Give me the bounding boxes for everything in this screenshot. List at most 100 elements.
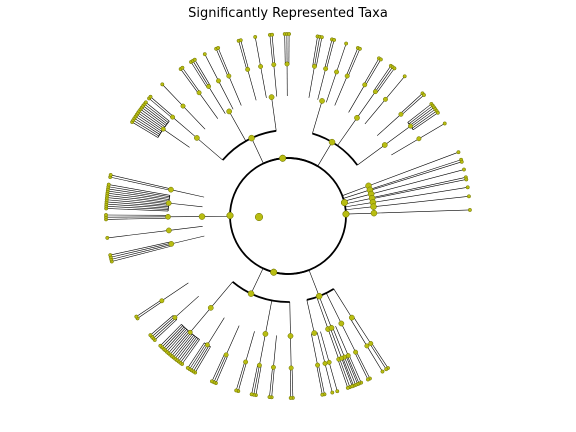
branch-line: [164, 327, 186, 351]
taxon-node: [408, 123, 413, 129]
branch-line: [161, 282, 189, 302]
taxon-node: [226, 212, 234, 219]
taxon-node: [416, 136, 422, 142]
branch-line: [228, 75, 242, 106]
branch-line: [401, 94, 425, 116]
leaf-node: [384, 367, 389, 372]
leaf-node: [350, 384, 355, 389]
branch-line: [345, 356, 358, 385]
branch-line: [136, 114, 162, 132]
branch-line: [345, 206, 374, 211]
branch-line: [339, 358, 351, 388]
branch-line: [106, 197, 169, 205]
branch-line: [350, 318, 368, 347]
branch-arc: [232, 281, 290, 303]
branch-line: [238, 362, 247, 392]
taxon-node: [279, 154, 287, 162]
leaf-node: [422, 93, 426, 97]
branch-line: [161, 325, 183, 348]
branch-line: [107, 230, 169, 239]
branch-line: [208, 86, 226, 114]
branch-line: [190, 61, 208, 88]
branch-line: [151, 316, 175, 337]
branch-line: [335, 326, 349, 356]
branch-line: [192, 60, 209, 87]
leaf-node: [464, 177, 469, 182]
branch-line: [238, 40, 248, 70]
leaf-node: [330, 390, 335, 395]
leaf-node: [380, 369, 385, 374]
branch-line: [357, 144, 385, 166]
taxon-node: [287, 333, 294, 339]
branch-line: [273, 64, 278, 97]
branch-line: [170, 189, 205, 198]
taxon-node: [247, 290, 255, 297]
branch-line: [373, 196, 469, 208]
branch-line: [371, 169, 465, 195]
leaf-node: [180, 65, 185, 70]
branch-line: [336, 43, 347, 73]
taxon-node: [226, 108, 233, 115]
taxon-node: [328, 324, 335, 331]
taxon-node: [170, 114, 176, 120]
branch-line: [289, 301, 291, 336]
branch-line: [106, 203, 169, 209]
branch-line: [324, 39, 333, 69]
branch-line: [326, 71, 337, 103]
root-ring: [229, 157, 347, 275]
taxon-node: [256, 362, 262, 368]
leaf-node: [344, 41, 349, 46]
branch-line: [328, 362, 338, 392]
branch-line: [210, 281, 233, 309]
branch-line: [194, 59, 211, 86]
taxon-node: [311, 330, 318, 336]
branch-line: [308, 269, 320, 297]
taxon-node: [323, 66, 329, 72]
branch-line: [225, 325, 240, 355]
taxon-node: [315, 292, 323, 300]
leaf-node: [209, 379, 214, 384]
leaf-node: [158, 343, 163, 348]
branch-line: [253, 365, 260, 395]
branch-line: [217, 47, 230, 76]
branch-line: [325, 292, 342, 324]
leaf-node: [357, 46, 362, 51]
branch-arc: [222, 129, 277, 161]
taxon-node: [262, 331, 269, 337]
branch-line: [347, 355, 360, 384]
leaf-node: [288, 396, 293, 400]
branch-line: [376, 114, 402, 136]
branch-line: [135, 116, 161, 134]
branch-line: [187, 342, 205, 369]
leaf-node: [160, 82, 165, 87]
branch-line: [271, 34, 276, 65]
taxon-node: [248, 134, 255, 142]
taxon-node: [342, 210, 350, 218]
branch-line: [315, 37, 323, 67]
branch-line: [344, 193, 372, 202]
leaf-node: [106, 182, 111, 187]
branch-line: [178, 337, 197, 362]
branch-line: [342, 185, 369, 196]
branch-line: [413, 112, 439, 131]
branch-line: [364, 99, 386, 125]
leaf-node: [466, 194, 471, 199]
branch-line: [247, 69, 257, 101]
leaf-node: [202, 52, 207, 57]
branch-line: [110, 241, 171, 256]
branch-line: [408, 105, 433, 125]
taxon-node: [223, 352, 229, 358]
taxon-node: [315, 362, 321, 368]
branch-line: [255, 365, 262, 396]
taxon-node: [364, 343, 370, 349]
branch-line: [204, 54, 219, 81]
branch-line: [290, 335, 292, 368]
branch-line: [182, 105, 206, 130]
branch-line: [154, 319, 177, 341]
branch-line: [409, 107, 435, 126]
branch-line: [312, 36, 318, 67]
branch-line: [343, 189, 371, 199]
taxon-node: [271, 364, 276, 370]
branch-line: [370, 161, 462, 191]
branch-line: [316, 365, 323, 395]
